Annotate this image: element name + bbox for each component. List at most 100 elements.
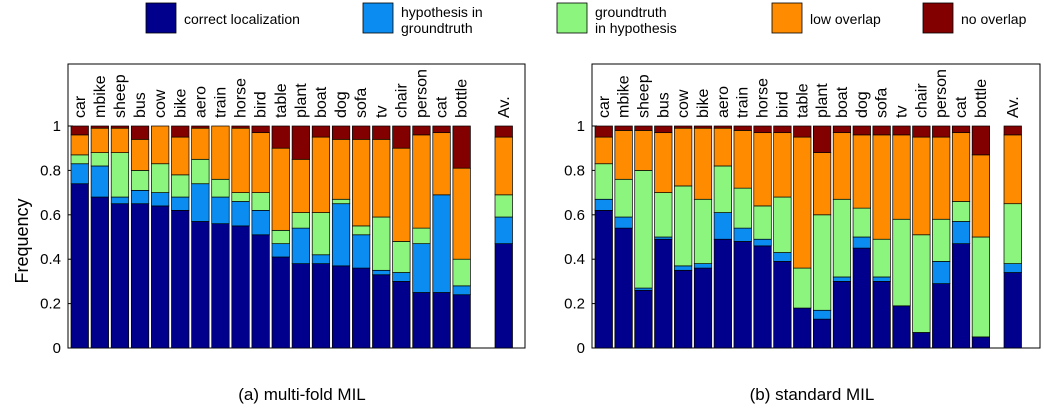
bar-segment-mbike-gt_in_hyp [614, 178, 633, 218]
legend-label-low: low overlap [810, 11, 881, 27]
bar-segment-Av.-low [1003, 134, 1022, 205]
bar-segment-bird-none [773, 125, 792, 134]
category-label: Av. [496, 96, 513, 118]
bar-segment-bottle-none [971, 125, 991, 156]
category-label: chair [393, 83, 410, 118]
category-label: sofa [874, 88, 891, 118]
bar-segment-mbike-gt_in_hyp [90, 152, 109, 167]
bar-segment-plant-low [812, 152, 832, 216]
bar-segment-dog-none [331, 125, 351, 140]
bar-segment-table-gt_in_hyp [793, 267, 812, 309]
bar-segment-plant-low [291, 158, 310, 213]
bar-segment-cat-hyp_in_gt [951, 221, 971, 245]
bar-segment-Av.-low [494, 136, 513, 196]
bar-segment-sofa-none [352, 125, 371, 140]
bar-segment-cat-low [432, 132, 451, 196]
bar-segment-bird-correct [773, 261, 792, 349]
bar-segment-tv-none [892, 125, 911, 136]
bar-segment-train-gt_in_hyp [733, 187, 752, 229]
category-label: boat [313, 86, 330, 118]
bar-segment-bird-correct [251, 234, 270, 349]
category-label: plant [814, 83, 831, 118]
bar-segment-bus-gt_in_hyp [654, 192, 673, 238]
y-tick-label: 0.2 [564, 296, 585, 313]
bar-segment-bottle-gt_in_hyp [452, 258, 471, 287]
y-tick-label: 0.6 [564, 207, 585, 224]
legend-swatch-hyp_in_gt [362, 2, 394, 34]
bar-segment-Av.-none [1003, 125, 1022, 136]
bar-segment-dog-correct [852, 247, 871, 349]
bar-segment-person-hyp_in_gt [412, 243, 431, 293]
legend-label-none: no overlap [961, 11, 1027, 27]
chart-panel-b: 0 0.2 0.4 0.6 0.8 1 car mbike sheep bus cow bike aer… [564, 63, 1041, 404]
bar-segment-aero-correct [713, 238, 732, 349]
bar-segment-train-correct [211, 223, 230, 349]
bar-segment-person-low [412, 134, 431, 229]
category-label: tv [373, 106, 390, 118]
bar-segment-aero-low [191, 127, 210, 160]
category-label: person [413, 69, 430, 118]
bar-segment-table-none [271, 125, 290, 149]
bar-segment-boat-low [832, 132, 852, 200]
bar-segment-chair-none [912, 125, 931, 138]
bar-segment-horse-hyp_in_gt [753, 238, 772, 247]
category-label: table [273, 83, 290, 118]
bar-segment-aero-low [713, 127, 732, 167]
bar-segment-horse-correct [231, 225, 250, 349]
bar-segment-bike-low [693, 127, 713, 200]
bar-segment-cat-hyp_in_gt [432, 194, 451, 293]
bar-segment-bus-low [130, 138, 150, 171]
category-label: train [735, 87, 752, 118]
bar-segment-cow-none [674, 125, 693, 129]
bar-segment-sofa-low [872, 134, 891, 240]
bar-segment-horse-low [231, 127, 250, 193]
bar-segment-plant-none [812, 125, 832, 153]
bar-segment-sofa-correct [352, 267, 371, 349]
bar-segment-table-hyp_in_gt [271, 243, 290, 258]
y-tick-label: 0.4 [40, 251, 61, 268]
bar-segment-car-none [594, 125, 613, 138]
category-label: cow [675, 89, 692, 118]
bar-segment-chair-low [392, 147, 411, 242]
legend-label-gt_in_hyp: groundtruth [595, 4, 667, 20]
bar-segment-horse-gt_in_hyp [231, 192, 250, 202]
bar-segment-chair-correct [392, 281, 411, 349]
bar-segment-sheep-correct [110, 203, 130, 349]
category-label: aero [192, 86, 209, 118]
bar-segment-car-gt_in_hyp [70, 154, 89, 165]
category-label: mbike [92, 75, 109, 118]
bar-segment-person-hyp_in_gt [932, 261, 951, 284]
bar-segment-bike-gt_in_hyp [693, 198, 713, 264]
bar-segment-person-correct [412, 292, 431, 349]
category-label: train [212, 87, 229, 118]
bar-segment-chair-gt_in_hyp [392, 241, 411, 273]
bar-segment-bus-hyp_in_gt [130, 190, 150, 205]
bar-segment-Av.-none [494, 125, 513, 138]
category-label: horse [233, 78, 250, 118]
category-label: bike [695, 89, 712, 118]
bar-segment-Av.-hyp_in_gt [494, 216, 513, 245]
bar-segment-bottle-hyp_in_gt [452, 285, 471, 296]
bar-segment-chair-correct [912, 332, 931, 349]
bar-segment-horse-none [753, 125, 772, 134]
y-tick-label: 0.8 [564, 162, 585, 179]
bar-segment-cat-low [951, 132, 971, 202]
bar-segment-dog-hyp_in_gt [852, 236, 871, 249]
bar-segment-bottle-correct [971, 336, 991, 349]
bar-segment-cat-gt_in_hyp [951, 201, 971, 222]
bar-segment-mbike-correct [614, 227, 633, 349]
bar-segment-horse-correct [753, 245, 772, 349]
bar-segment-sheep-none [110, 125, 130, 129]
category-label: plant [293, 83, 310, 118]
category-label: car [596, 95, 613, 118]
bar-segment-sofa-gt_in_hyp [352, 225, 371, 236]
bar-segment-boat-none [311, 125, 331, 138]
category-label: sofa [353, 88, 370, 118]
bar-segment-bus-low [654, 132, 673, 193]
y-tick-label: 0.2 [40, 296, 61, 313]
bar-segment-mbike-none [90, 125, 109, 129]
bar-segment-sheep-correct [634, 289, 653, 349]
category-label: chair [913, 83, 930, 118]
bar-segment-plant-correct [812, 318, 832, 349]
